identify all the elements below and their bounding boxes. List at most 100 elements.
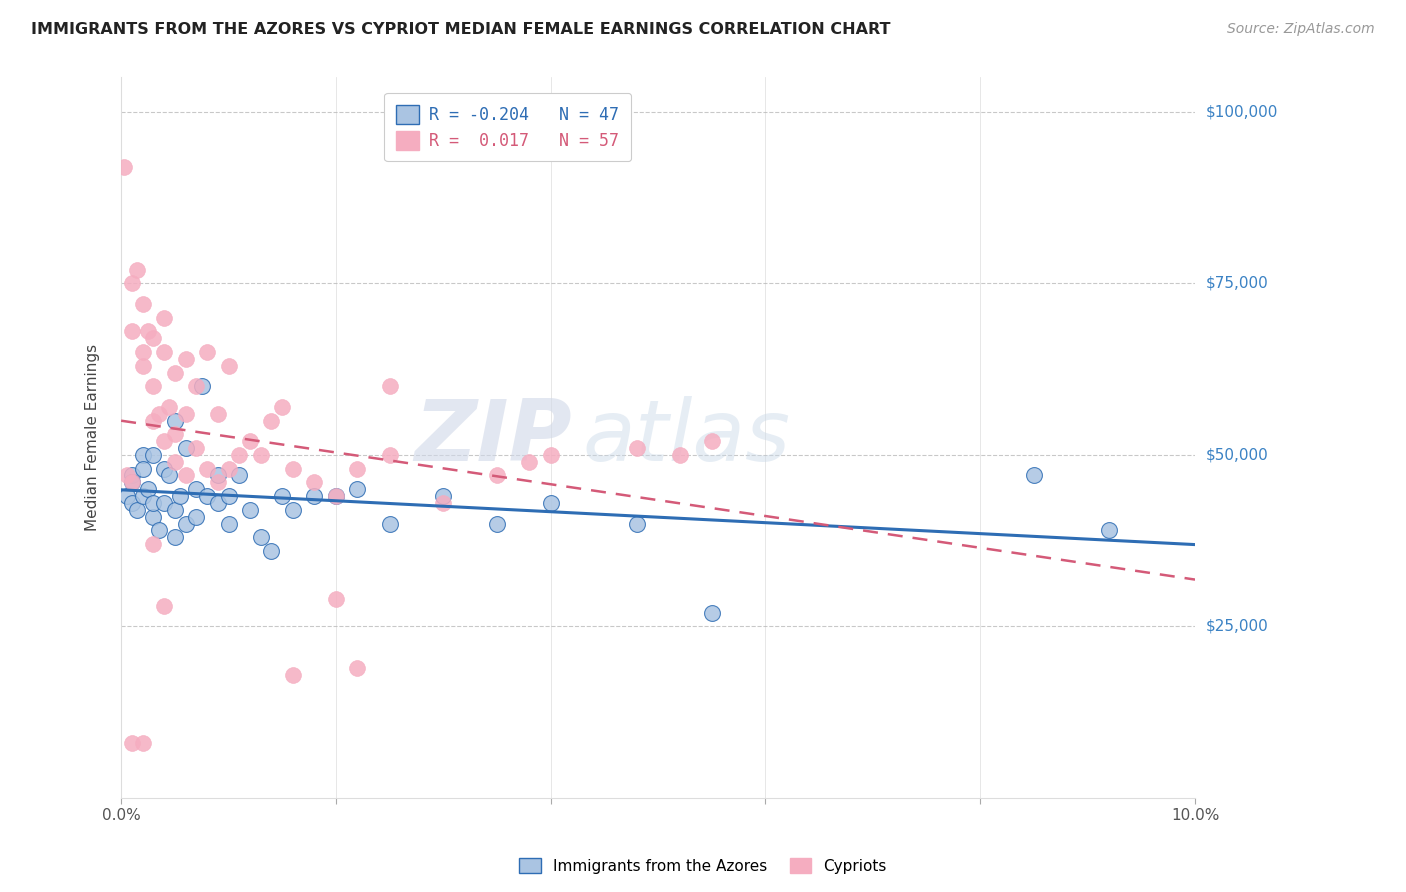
Point (163, 455, 186, 469)
Point (153, 434, 176, 449)
Text: $75,000: $75,000 (1206, 276, 1268, 291)
Point (174, 468, 197, 483)
Point (142, 537, 165, 551)
Point (121, 736, 143, 750)
Point (186, 509, 208, 524)
Point (159, 400, 181, 414)
Point (131, 736, 153, 750)
Point (207, 475, 229, 490)
Point (517, 455, 540, 469)
Point (127, 262, 149, 277)
Text: ZIP: ZIP (415, 396, 572, 479)
Point (228, 448, 250, 462)
Point (142, 414, 165, 428)
Point (174, 351, 197, 366)
Point (186, 441, 208, 455)
Point (195, 489, 218, 503)
Point (131, 461, 153, 475)
Point (271, 400, 294, 414)
Point (148, 524, 170, 538)
Point (700, 606, 723, 620)
Point (195, 461, 218, 475)
Point (121, 475, 143, 490)
Point (121, 468, 143, 483)
Point (142, 331, 165, 345)
Point (540, 448, 562, 462)
Point (281, 503, 304, 517)
Point (1098, 524, 1121, 538)
Legend: R = -0.204   N = 47, R =  0.017   N = 57: R = -0.204 N = 47, R = 0.017 N = 57 (384, 93, 631, 161)
Point (142, 379, 165, 393)
Point (325, 489, 347, 503)
Point (432, 496, 454, 510)
Point (325, 592, 347, 607)
Point (346, 482, 368, 496)
Point (121, 277, 143, 291)
Point (153, 496, 176, 510)
Point (131, 359, 153, 373)
Point (260, 414, 283, 428)
Point (218, 489, 240, 503)
Point (378, 516, 401, 531)
Point (174, 407, 197, 421)
Point (148, 407, 170, 421)
Point (121, 324, 143, 338)
Point (239, 434, 262, 449)
Point (304, 489, 326, 503)
Point (700, 434, 723, 449)
Point (485, 468, 508, 483)
Point (136, 482, 159, 496)
Point (207, 496, 229, 510)
Point (378, 379, 401, 393)
Point (228, 468, 250, 483)
Point (163, 366, 186, 380)
Point (346, 661, 368, 675)
Y-axis label: Median Female Earnings: Median Female Earnings (86, 344, 100, 532)
Point (131, 345, 153, 359)
Point (218, 359, 240, 373)
Point (346, 461, 368, 475)
Point (281, 461, 304, 475)
Point (218, 516, 240, 531)
Point (153, 345, 176, 359)
Point (127, 503, 149, 517)
Point (169, 489, 191, 503)
Point (186, 379, 208, 393)
Point (121, 496, 143, 510)
Point (112, 160, 135, 174)
Point (271, 489, 294, 503)
Point (260, 544, 283, 558)
Point (136, 324, 159, 338)
Point (626, 516, 648, 531)
Point (485, 516, 508, 531)
Point (218, 461, 240, 475)
Point (174, 516, 197, 531)
Point (153, 461, 176, 475)
Point (115, 489, 138, 503)
Point (249, 448, 271, 462)
Point (207, 468, 229, 483)
Text: IMMIGRANTS FROM THE AZORES VS CYPRIOT MEDIAN FEMALE EARNINGS CORRELATION CHART: IMMIGRANTS FROM THE AZORES VS CYPRIOT ME… (31, 22, 890, 37)
Point (142, 448, 165, 462)
Point (432, 489, 454, 503)
Point (153, 599, 176, 613)
Point (325, 489, 347, 503)
Point (281, 667, 304, 681)
Point (1022, 468, 1045, 483)
Point (540, 496, 562, 510)
Point (186, 482, 208, 496)
Legend: Immigrants from the Azores, Cypriots: Immigrants from the Azores, Cypriots (513, 852, 893, 880)
Point (121, 475, 143, 490)
Point (190, 379, 212, 393)
Point (249, 530, 271, 544)
Point (207, 407, 229, 421)
Point (142, 496, 165, 510)
Point (626, 441, 648, 455)
Text: $25,000: $25,000 (1206, 619, 1268, 634)
Point (239, 503, 262, 517)
Point (153, 310, 176, 325)
Point (131, 489, 153, 503)
Point (163, 503, 186, 517)
Point (195, 345, 218, 359)
Point (131, 297, 153, 311)
